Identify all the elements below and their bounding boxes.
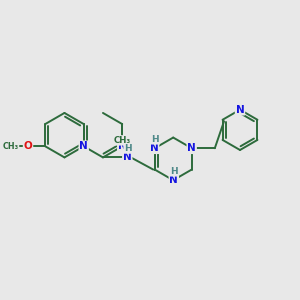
Text: N: N [187,143,196,153]
Text: CH₃: CH₃ [114,136,131,145]
Text: N: N [123,152,132,162]
Text: N: N [150,143,158,153]
Text: H: H [170,167,178,176]
Text: CH₃: CH₃ [2,142,19,151]
Text: H: H [124,144,132,153]
Text: O: O [24,141,32,151]
Text: H: H [152,135,159,144]
Text: N: N [79,141,88,151]
Text: N: N [169,175,178,185]
Text: N: N [118,141,127,151]
Text: N: N [236,105,244,115]
